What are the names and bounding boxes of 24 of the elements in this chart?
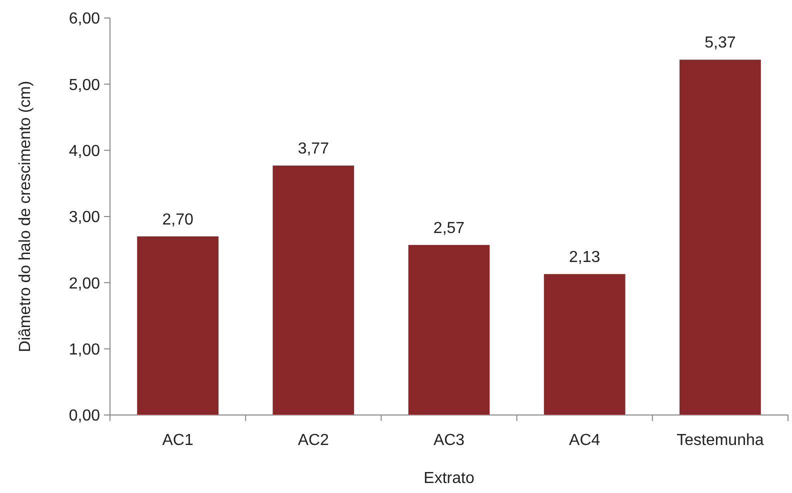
y-tick-label: 6,00 [68, 10, 100, 28]
x-tick-label: AC4 [569, 432, 600, 449]
bar [544, 274, 626, 415]
bar [272, 166, 354, 415]
data-label: 2,57 [433, 220, 465, 237]
y-tick-label: 1,00 [68, 341, 100, 358]
bar [680, 60, 761, 415]
y-tick-label: 5,00 [68, 76, 100, 94]
data-label: 5,37 [704, 34, 736, 52]
x-tick-label: Testemunha [676, 432, 764, 449]
x-axis-title: Extrato [424, 470, 474, 487]
bar [408, 244, 490, 415]
x-tick-label: AC1 [162, 432, 194, 449]
bar [137, 236, 218, 415]
x-tick-label: AC2 [298, 432, 330, 449]
y-tick-label: 0,00 [68, 408, 100, 425]
x-tick-label: AC3 [433, 432, 465, 449]
y-tick-label: 4,00 [68, 142, 100, 160]
data-label: 2,70 [162, 211, 194, 228]
data-label: 3,77 [298, 140, 330, 158]
y-tick-label: 2,00 [68, 275, 100, 292]
y-tick-label: 3,00 [68, 209, 100, 226]
y-axis-title: Diâmetro do halo de crescimento (cm) [17, 80, 34, 352]
data-label: 2,13 [569, 249, 600, 266]
